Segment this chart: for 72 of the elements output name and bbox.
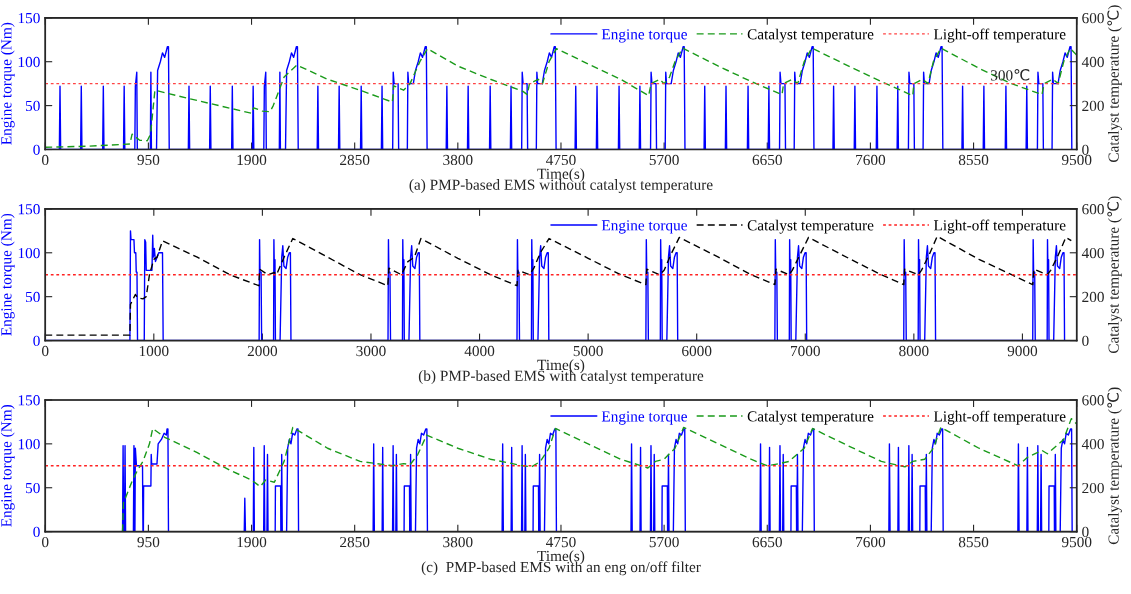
x-tick-label: 9000: [1007, 345, 1038, 357]
y2-tick-label: 0: [1082, 526, 1089, 538]
x-tick-label: 6650: [752, 536, 782, 548]
legend-label: Light-off temperature: [933, 219, 1066, 234]
y-tick-label: 0: [33, 526, 40, 538]
y-tick-label: 150: [18, 12, 40, 24]
x-tick-label: 9500: [1061, 536, 1092, 548]
y-tick-label: 100: [18, 438, 40, 450]
x-tick-label: 2000: [247, 345, 278, 357]
x-tick-label: 0: [42, 154, 49, 166]
x-tick-label: 2850: [340, 536, 370, 548]
x-tick-label: 1900: [237, 536, 267, 548]
x-tick-label: 7600: [856, 536, 886, 548]
x-tick-label: 950: [137, 154, 160, 166]
x-tick-label: 4000: [464, 345, 495, 357]
x-tick-label: 3800: [443, 154, 473, 166]
annotation: 300℃: [990, 69, 1030, 81]
y-axis-title: Engine torque (Nm): [0, 213, 15, 336]
y2-axis-title: Catalyst temperature (℃): [1107, 5, 1122, 163]
x-tick-label: 2850: [340, 154, 370, 166]
x-tick-label: 5700: [649, 154, 679, 166]
legend-label: Light-off temperature: [933, 28, 1066, 43]
y2-tick-label: 0: [1082, 144, 1089, 155]
legend-label: Catalyst temperature: [747, 28, 874, 43]
x-tick-label: 6000: [682, 345, 712, 357]
x-tick-label: 5000: [573, 345, 603, 357]
y2-tick-label: 0: [1082, 335, 1089, 347]
legend-label: Engine torque: [601, 220, 687, 234]
y2-tick-label: 400: [1081, 247, 1104, 259]
y2-tick-label: 200: [1082, 291, 1104, 303]
y-tick-label: 100: [18, 56, 40, 68]
y2-tick-label: 600: [1082, 395, 1104, 406]
y-tick-label: 50: [25, 482, 40, 494]
y2-tick-label: 200: [1082, 482, 1104, 494]
y-axis-title: Engine torque (Nm): [0, 404, 15, 527]
x-tick-label: 8550: [958, 536, 989, 548]
y2-tick-label: 200: [1082, 100, 1104, 112]
x-tick-label: 0: [42, 345, 49, 357]
x-tick-label: 0: [42, 536, 49, 548]
x-tick-label: 5700: [649, 536, 679, 548]
x-tick-label: 950: [137, 536, 160, 548]
y-tick-label: 0: [33, 335, 40, 347]
y2-axis-title: Catalyst temperature (℃): [1107, 196, 1122, 354]
y-tick-label: 150: [18, 204, 40, 215]
x-tick-label: 7000: [791, 345, 820, 357]
y2-axis-title: Catalyst temperature (℃): [1107, 387, 1122, 545]
x-tick-label: 3800: [443, 536, 473, 548]
y-tick-label: 100: [18, 247, 40, 259]
x-tick-label: 4750: [546, 536, 576, 548]
x-tick-label: 1900: [237, 154, 267, 166]
x-tick-label: 4750: [546, 154, 576, 166]
legend-label: Light-off temperature: [933, 410, 1066, 425]
legend-label: Engine torque: [601, 411, 687, 425]
y-axis-title: Engine torque (Nm): [0, 22, 15, 145]
y-tick-label: 0: [33, 144, 40, 155]
x-tick-label: 3000: [356, 345, 386, 357]
y2-tick-label: 600: [1082, 204, 1104, 215]
x-tick-label: 8000: [899, 345, 929, 357]
y-tick-label: 150: [18, 395, 40, 406]
x-tick-label: 9500: [1061, 154, 1092, 166]
legend-label: Catalyst temperature: [747, 219, 874, 234]
y2-tick-label: 400: [1081, 438, 1104, 450]
legend-label: Catalyst temperature: [747, 410, 874, 425]
legend-label: Engine torque: [601, 29, 687, 43]
y-tick-label: 50: [25, 291, 40, 303]
y-tick-label: 50: [25, 100, 40, 112]
y2-tick-label: 600: [1082, 12, 1104, 24]
y2-tick-label: 400: [1081, 56, 1104, 68]
x-tick-label: 8550: [958, 154, 989, 166]
x-tick-label: 7600: [856, 154, 886, 166]
x-tick-label: 6650: [752, 154, 782, 166]
x-tick-label: 1000: [139, 345, 169, 357]
